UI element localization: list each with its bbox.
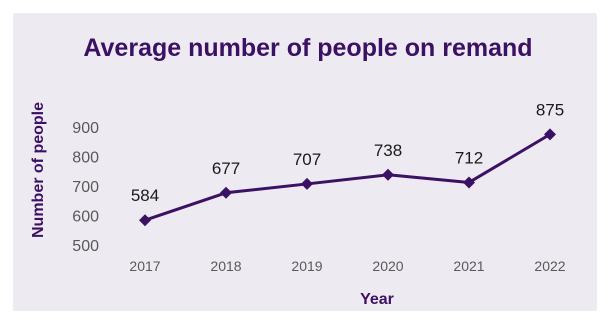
series-line-group [144,133,551,222]
y-tick-label: 900 [72,120,99,137]
x-tick-label: 2021 [453,258,484,274]
y-axis-title: Number of people [30,102,47,238]
line-chart: Average number of people on remand Numbe… [30,34,566,308]
y-tick-label: 700 [72,179,99,196]
data-label: 677 [212,159,240,178]
data-point-marker [463,176,475,189]
chart-card: Average number of people on remand Numbe… [13,13,597,311]
x-axis-title: Year [360,291,394,308]
y-tick-label: 500 [72,238,99,255]
data-label: 712 [455,148,483,167]
data-labels: 584 677 707 738 712 875 [131,100,564,205]
x-tick-label: 2022 [534,258,565,274]
chart-title: Average number of people on remand [83,34,532,62]
data-point-marker [382,168,394,181]
data-markers [139,128,556,227]
data-label: 738 [374,141,402,160]
x-tick-label: 2017 [129,258,160,274]
data-point-marker [301,177,313,190]
x-tick-label: 2019 [291,258,322,274]
series-line [144,133,551,222]
y-axis-ticks: 500 600 700 800 900 [72,120,99,255]
y-tick-label: 800 [72,150,99,167]
data-label: 875 [536,100,564,119]
data-point-marker [220,186,232,199]
y-tick-label: 600 [72,209,99,226]
data-label: 584 [131,186,159,205]
data-label: 707 [293,150,321,169]
data-point-marker [139,214,151,227]
x-axis-ticks: 2017 2018 2019 2020 2021 2022 [129,258,565,274]
data-point-marker [544,128,556,141]
x-tick-label: 2020 [372,258,403,274]
x-tick-label: 2018 [210,258,241,274]
